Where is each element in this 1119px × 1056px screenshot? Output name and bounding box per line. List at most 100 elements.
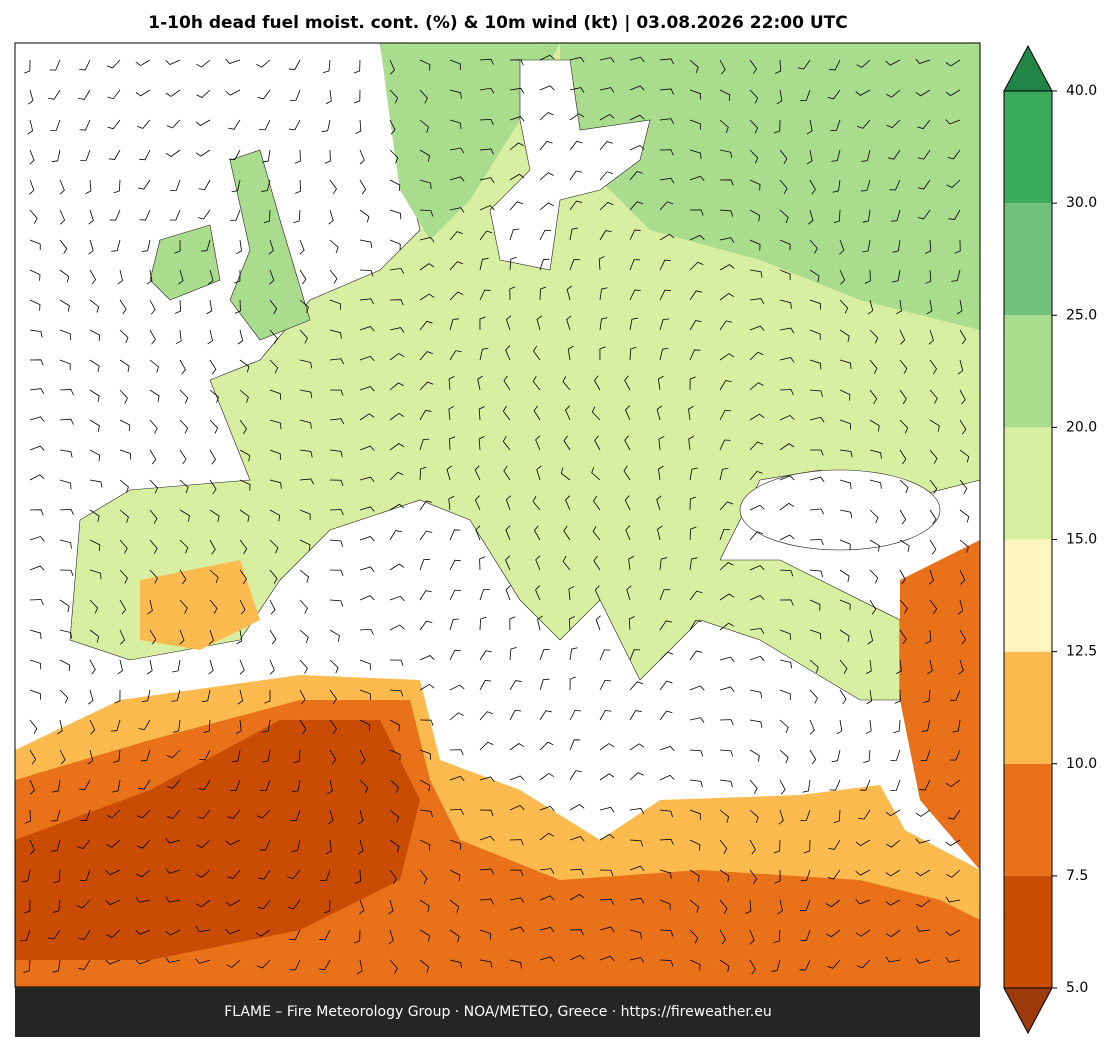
wind-barb — [569, 739, 581, 751]
wind-barb — [599, 709, 612, 721]
wind-barb — [719, 439, 731, 451]
wind-barb — [89, 389, 100, 402]
wind-barb — [827, 869, 841, 880]
colorbar-extend-low — [1003, 987, 1053, 1035]
wind-barb — [800, 929, 811, 942]
wind-barb — [269, 269, 275, 285]
wind-barb — [119, 419, 131, 432]
wind-barb — [807, 209, 814, 225]
wind-barb — [239, 539, 248, 555]
wind-barb — [658, 435, 665, 451]
wind-barb — [950, 689, 961, 701]
wind-barb — [956, 299, 963, 315]
wind-barb — [809, 239, 818, 254]
wind-barb — [886, 839, 901, 848]
wind-barb — [657, 465, 664, 481]
wind-barb — [479, 898, 494, 905]
wind-barb — [269, 359, 279, 374]
wind-barb — [890, 779, 901, 791]
wind-barb — [945, 956, 961, 963]
wind-barb — [945, 929, 961, 936]
wind-barb — [449, 261, 464, 271]
wind-barb — [419, 410, 432, 421]
wind-barb — [659, 620, 673, 631]
wind-barb — [591, 406, 601, 421]
wind-barb — [135, 897, 151, 903]
wind-barb — [359, 779, 369, 794]
wind-barb — [749, 655, 765, 662]
wind-barb — [291, 779, 301, 793]
wind-barb — [839, 269, 846, 285]
wind-barb — [119, 389, 128, 404]
wind-barb — [593, 495, 601, 511]
wind-barb — [299, 389, 313, 399]
wind-barb — [825, 899, 841, 908]
wind-barb — [359, 595, 375, 601]
wind-barb — [225, 899, 241, 907]
wind-barb — [29, 689, 41, 700]
wind-barb — [78, 89, 91, 100]
wind-barb — [232, 749, 241, 763]
wind-barb — [196, 869, 211, 878]
wind-barb — [294, 149, 301, 164]
wind-barb — [179, 509, 190, 522]
wind-barb — [599, 230, 612, 241]
wind-barb — [749, 351, 764, 361]
wind-barb — [206, 299, 213, 315]
wind-barb — [255, 929, 271, 937]
colorbar-tick-label: 25.0 — [1066, 307, 1097, 323]
wind-barb — [237, 689, 244, 705]
wind-barb — [48, 89, 61, 100]
wind-barb — [502, 435, 511, 451]
wind-barb — [419, 263, 435, 271]
wind-barb — [268, 239, 274, 255]
wind-barb — [228, 119, 241, 130]
wind-barb — [809, 329, 821, 341]
wind-barb — [797, 59, 811, 70]
wind-barb — [119, 449, 132, 460]
wind-barb — [299, 478, 314, 485]
wind-barb — [359, 386, 375, 392]
wind-barb — [509, 805, 525, 811]
wind-barb — [689, 261, 704, 271]
wind-barb — [779, 209, 789, 224]
wind-barb — [749, 209, 761, 222]
wind-barb — [196, 59, 211, 68]
wind-barb — [959, 389, 966, 405]
wind-barb — [329, 239, 339, 254]
wind-barb — [207, 329, 213, 345]
wind-barb — [779, 534, 795, 541]
wind-barb — [689, 839, 701, 851]
wind-barb — [479, 679, 492, 691]
wind-barb — [449, 59, 461, 70]
wind-barb — [389, 149, 399, 164]
wind-barb — [628, 616, 635, 631]
wind-barb — [719, 179, 734, 186]
wind-barb — [689, 869, 700, 882]
wind-barb — [225, 89, 241, 96]
wind-barb — [149, 389, 160, 402]
wind-barb — [29, 629, 42, 640]
wind-barb — [830, 119, 841, 132]
wind-barb — [860, 179, 871, 192]
colorbar-segment — [1004, 763, 1052, 876]
wind-barb — [689, 717, 705, 723]
wind-barb — [478, 436, 485, 451]
wind-barb — [389, 809, 400, 823]
wind-barb — [502, 405, 511, 421]
wind-barb — [479, 87, 495, 94]
wind-barb — [29, 209, 38, 224]
colorbar-segment — [1004, 539, 1052, 652]
wind-barb — [539, 956, 555, 962]
wind-barb — [862, 209, 871, 223]
wind-barb — [357, 839, 364, 855]
wind-barb — [719, 353, 735, 361]
wind-barb — [111, 239, 121, 252]
wind-barb — [659, 651, 674, 661]
wind-barb — [719, 293, 735, 301]
wind-barb — [773, 839, 781, 854]
wind-barb — [389, 749, 401, 761]
wind-barb — [535, 585, 541, 601]
wind-barb — [52, 779, 61, 793]
wind-barb — [539, 85, 555, 91]
